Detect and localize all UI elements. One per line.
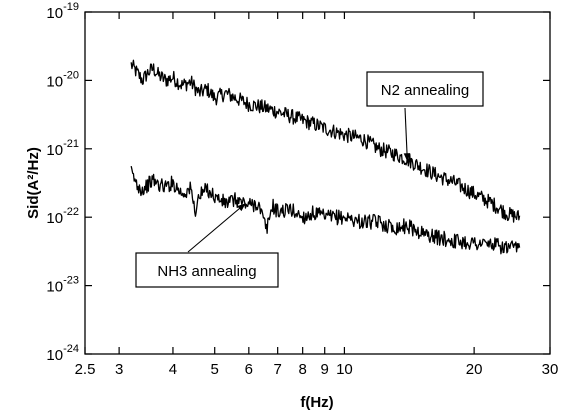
annotation-box xyxy=(135,252,279,288)
axis-ticks xyxy=(84,11,551,355)
annotation-arrow xyxy=(404,107,408,162)
y-tick-exponent: -24 xyxy=(63,343,79,355)
y-tick-mantissa: 10 xyxy=(46,5,63,22)
annotation-arrowhead xyxy=(403,153,411,162)
x-tick-labels: 2.5 3 4 5 6 7 8 9 10 20 30 xyxy=(75,361,559,378)
x-tick-label: 20 xyxy=(466,361,483,378)
y-tick-mantissa: 10 xyxy=(46,142,63,159)
y-tick-exponent: -21 xyxy=(63,138,79,150)
plot-frame xyxy=(84,11,551,355)
y-tick-mantissa: 10 xyxy=(46,73,63,90)
x-tick-label: 8 xyxy=(298,361,306,378)
annotation-label: NH3 annealing xyxy=(157,263,256,280)
x-tick-label: 3 xyxy=(115,361,123,378)
x-tick-label: 2.5 xyxy=(75,361,96,378)
y-tick-mantissa: 10 xyxy=(46,347,63,364)
annotations-group: N2 annealing NH3 annealing xyxy=(135,71,484,288)
y-tick-label: 10-22 xyxy=(46,206,79,227)
annotation-box xyxy=(366,71,484,107)
x-tick-label: 30 xyxy=(542,361,559,378)
y-tick-exponent: -23 xyxy=(63,275,79,287)
y-tick-exponent: -19 xyxy=(63,1,79,13)
x-axis-label: f(Hz) xyxy=(300,394,333,411)
x-tick-label: 7 xyxy=(274,361,282,378)
x-tick-label: 9 xyxy=(321,361,329,378)
y-tick-label: 10-24 xyxy=(46,343,79,364)
y-tick-label: 10-20 xyxy=(46,69,79,90)
y-tick-label: 10-19 xyxy=(46,1,79,22)
series-line-nh3-annealing xyxy=(130,165,521,255)
y-tick-label: 10-23 xyxy=(46,275,79,296)
y-tick-exponent: -20 xyxy=(63,69,79,81)
annotation-arrow xyxy=(187,202,247,253)
y-tick-label: 10-21 xyxy=(46,138,79,159)
x-tick-label: 6 xyxy=(245,361,253,378)
y-tick-mantissa: 10 xyxy=(46,279,63,296)
x-tick-label: 5 xyxy=(211,361,219,378)
x-tick-label: 10 xyxy=(336,361,353,378)
y-axis-label: Sid(A²/Hz) xyxy=(25,147,42,219)
y-tick-mantissa: 10 xyxy=(46,210,63,227)
y-tick-exponent: -22 xyxy=(63,206,79,218)
annotation-label: N2 annealing xyxy=(381,82,469,99)
series-line-n2-annealing xyxy=(130,59,521,223)
annotation-arrowhead xyxy=(237,203,246,212)
x-tick-label: 4 xyxy=(169,361,177,378)
series-group xyxy=(130,59,521,255)
